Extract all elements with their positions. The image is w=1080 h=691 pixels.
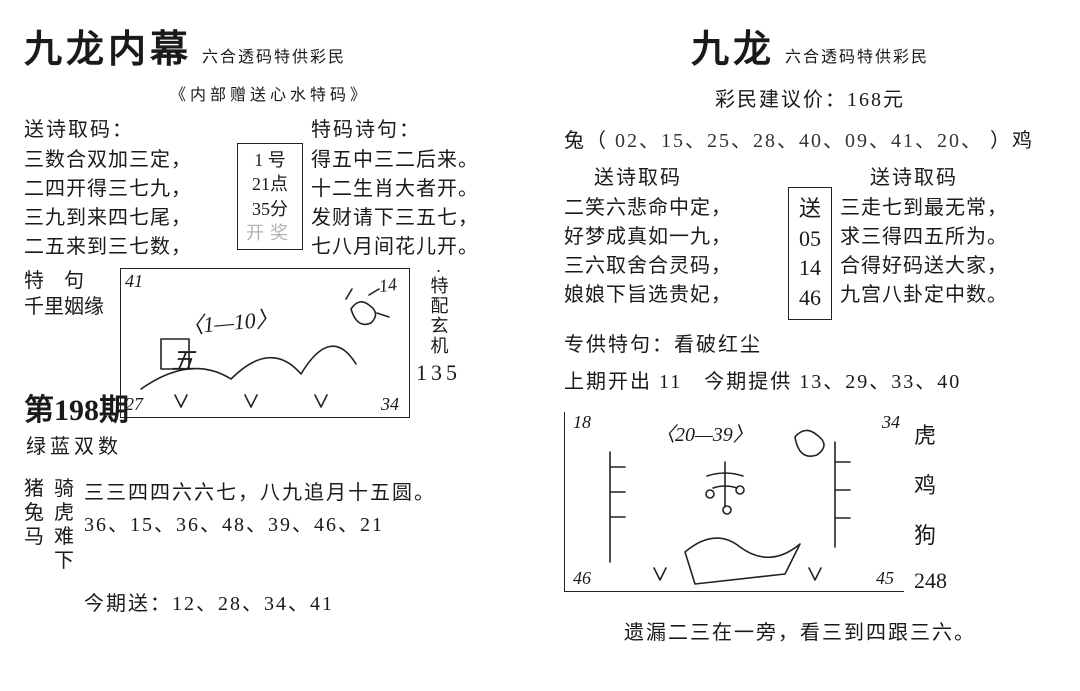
r-poem-a-line: 三六取舍合灵码， (564, 252, 780, 281)
zodiac: 兔 (24, 501, 44, 525)
right-midbox: 送 05 14 46 (788, 187, 832, 320)
right-footer: 遗漏二三在一旁，看三到四跟三六。 (564, 616, 1056, 645)
r-midbox-line: 送 (799, 194, 821, 224)
left-today-send: 今期送：12、28、34、41 (24, 587, 516, 616)
left-poem-a: 送诗取码： 三数合双加三定， 二四开得三七九， 三九到来四七尾， 二五来到三七数… (24, 113, 229, 262)
left-sketch-box: 41 14 27 34 〈1—10〉 五 (120, 268, 410, 418)
num-135: 135 (416, 360, 461, 386)
side-item: 狗 (914, 518, 947, 550)
left-poem-b: 特码诗句： 得五中三二后来。 十二生肖大者开。 发财请下三五七， 七八月间花儿开… (311, 113, 516, 262)
poem-b-line: 七八月间花儿开。 (311, 233, 516, 262)
right-panel: 九龙 六合透码特供彩民 彩民建议价：168元 兔（ 02、15、25、28、40… (540, 0, 1080, 691)
left-title: 九龙内幕 (24, 18, 192, 73)
right-price: 彩民建议价：168元 (564, 83, 1056, 112)
zodiac: 虎 (54, 501, 74, 525)
right-supply: 专供特句：看破红尘 (564, 328, 1056, 357)
rabbit-b: ）鸡 (990, 130, 1034, 152)
right-sketch-svg (565, 412, 905, 592)
r-poem-a-line: 好梦成真如一九， (564, 223, 780, 252)
te-label: 特 句 (24, 268, 114, 294)
poem-a-line: 二五来到三七数， (24, 233, 229, 262)
r-midbox-line: 14 (799, 253, 821, 283)
left-sketch-right-col: ·特配玄机 135 (416, 268, 461, 386)
left-panel: 九龙内幕 六合透码特供彩民 《内部赠送心水特码》 送诗取码： 三数合双加三定， … (0, 0, 540, 691)
poem-b-line: 得五中三二后来。 (311, 146, 516, 175)
right-title-row: 九龙 六合透码特供彩民 (564, 18, 1056, 73)
left-bottom-text: 三三四四六六七，八九追月十五圆。 36、15、36、48、39、46、21 (84, 477, 436, 573)
r-poem-a-line: 二笑六悲命中定， (564, 194, 780, 223)
left-sketch-svg (121, 269, 411, 419)
midbox-line: 开奖 (246, 221, 294, 245)
issue-number: 第198期 (24, 385, 129, 429)
poem-a-line: 三九到来四七尾， (24, 204, 229, 233)
right-vertical-label: ·特配玄机 (426, 268, 452, 356)
r-poem-a-head: 送诗取码 (564, 161, 780, 190)
midbox-line: 21点 (246, 172, 294, 196)
bottom-line-2: 36、15、36、48、39、46、21 (84, 509, 436, 541)
left-midbox: 1 号 21点 35分 开奖 (237, 143, 303, 250)
right-side-list: 虎 鸡 狗 248 (914, 412, 947, 594)
poem-b-line: 发财请下三五七， (311, 204, 516, 233)
r-poem-b-line: 合得好码送大家， (840, 252, 1056, 281)
side-item: 248 (914, 568, 947, 594)
right-title: 九龙 (691, 18, 775, 73)
te-label2: 千里姻缘 (24, 294, 114, 320)
zodiac-col-2: 骑 虎 难 下 (54, 477, 74, 573)
right-last-open: 上期开出 11 今期提供 13、29、33、40 (564, 365, 1056, 394)
r-midbox-line: 05 (799, 224, 821, 254)
zodiac: 猪 (24, 477, 44, 501)
rabbit-line: 兔（ 02、15、25、28、40、09、41、20、 ）鸡 (564, 124, 1056, 153)
poem-b-line: 十二生肖大者开。 (311, 175, 516, 204)
zodiac: 难 (54, 525, 74, 549)
poem-a-line: 三数合双加三定， (24, 146, 229, 175)
right-poem-b: 送诗取码 三走七到最无常， 求三得四五所为。 合得好码送大家， 九宫八卦定中数。 (840, 161, 1056, 320)
zodiac: 下 (54, 549, 74, 573)
poem-b-head: 特码诗句： (311, 113, 516, 142)
left-bottom-block: 猪 兔 马 骑 虎 难 下 三三四四六六七，八九追月十五圆。 36、15、36、… (24, 477, 516, 573)
zodiac: 骑 (54, 477, 74, 501)
side-item: 虎 (914, 418, 947, 450)
zodiac-col-1: 猪 兔 马 (24, 477, 44, 573)
zodiac: 马 (24, 525, 44, 549)
r-poem-b-line: 三走七到最无常， (840, 194, 1056, 223)
poem-a-head: 送诗取码： (24, 113, 229, 142)
rabbit-nums: 02、15、25、28、40、09、41、20、 (615, 130, 983, 152)
r-poem-b-line: 九宫八卦定中数。 (840, 281, 1056, 310)
right-poem-row: 送诗取码 二笑六悲命中定， 好梦成真如一九， 三六取舍合灵码， 娘娘下旨选贵妃，… (564, 161, 1056, 320)
r-midbox-line: 46 (799, 283, 821, 313)
rabbit-a: 兔（ (564, 130, 608, 152)
bottom-line-1: 三三四四六六七，八九追月十五圆。 (84, 477, 436, 509)
r-poem-b-line: 求三得四五所为。 (840, 223, 1056, 252)
right-subtitle: 六合透码特供彩民 (785, 43, 929, 67)
left-poem-row: 送诗取码： 三数合双加三定， 二四开得三七九， 三九到来四七尾， 二五来到三七数… (24, 113, 516, 262)
side-item: 鸡 (914, 468, 947, 500)
right-sketch-row: 18 34 46 45 〈20—39〉 虎 鸡 (564, 412, 1056, 594)
r-poem-b-head: 送诗取码 (840, 161, 1056, 190)
right-poem-a: 送诗取码 二笑六悲命中定， 好梦成真如一九， 三六取舍合灵码， 娘娘下旨选贵妃， (564, 161, 780, 320)
left-te-labels: 特 句 千里姻缘 (24, 268, 114, 320)
left-title-row: 九龙内幕 六合透码特供彩民 (24, 18, 516, 73)
left-below: 绿蓝双数 (26, 430, 516, 459)
left-subtitle: 六合透码特供彩民 (202, 43, 346, 67)
midbox-line: 1 号 (246, 148, 294, 172)
midbox-line: 35分 (246, 197, 294, 221)
poem-a-line: 二四开得三七九， (24, 175, 229, 204)
left-small-heading: 《内部赠送心水特码》 (24, 81, 516, 105)
right-sketch-box: 18 34 46 45 〈20—39〉 (564, 412, 904, 592)
r-poem-a-line: 娘娘下旨选贵妃， (564, 281, 780, 310)
